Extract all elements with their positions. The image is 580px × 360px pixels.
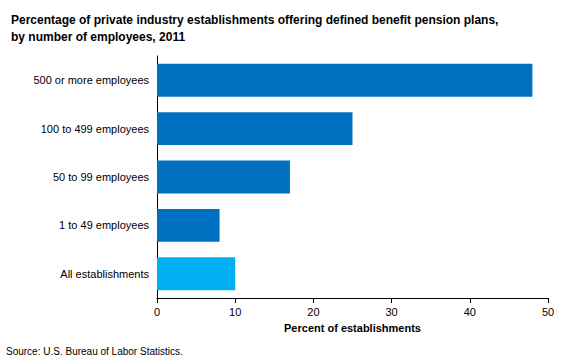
- svg-text:50 to 99 employees: 50 to 99 employees: [53, 171, 150, 183]
- svg-text:30: 30: [385, 306, 397, 318]
- svg-text:1 to 49 employees: 1 to 49 employees: [59, 219, 149, 231]
- svg-text:40: 40: [464, 306, 476, 318]
- svg-text:Source: U.S. Bureau of Labor S: Source: U.S. Bureau of Labor Statistics.: [6, 346, 183, 357]
- svg-text:10: 10: [229, 306, 241, 318]
- svg-text:50: 50: [542, 306, 554, 318]
- svg-text:100 to 499 employees: 100 to 499 employees: [41, 123, 150, 135]
- svg-text:Percent of establishments: Percent of establishments: [284, 322, 421, 334]
- svg-text:by number of employees, 2011: by number of employees, 2011: [11, 30, 185, 44]
- svg-text:All establishments: All establishments: [60, 268, 149, 280]
- svg-text:0: 0: [154, 306, 160, 318]
- svg-text:20: 20: [307, 306, 319, 318]
- svg-text:Percentage of private industry: Percentage of private industry establish…: [11, 13, 502, 27]
- svg-text:500 or more employees: 500 or more employees: [33, 74, 149, 86]
